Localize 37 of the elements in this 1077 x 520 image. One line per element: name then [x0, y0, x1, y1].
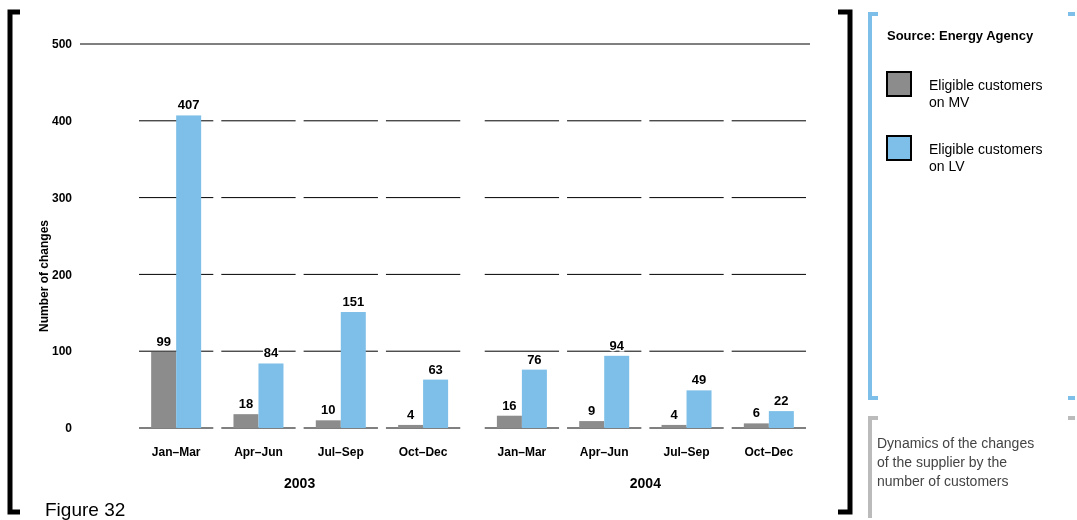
y-tick-label: 100 [51, 344, 73, 359]
y-tick-label: 400 [51, 114, 73, 128]
data-label: 63 [428, 361, 443, 377]
data-label: 99 [156, 333, 171, 349]
x-tick-label: Jan–Mar [497, 445, 547, 459]
data-label: 16 [502, 397, 517, 413]
data-label: 151 [342, 294, 365, 310]
x-tick-label: Jan–Mar [151, 445, 201, 459]
source-note: Source: Energy Agency [887, 28, 1034, 43]
x-tick-label: Apr–Jun [234, 445, 283, 459]
text: 2003 [284, 475, 316, 491]
data-label: 4 [406, 406, 415, 422]
text: 2004 [629, 475, 662, 491]
y-tick-label: 200 [51, 267, 73, 282]
data-label: 49 [691, 372, 707, 388]
caption: Figure 32 [45, 499, 126, 520]
data-label: 94 [609, 337, 625, 353]
data-label: 407 [177, 97, 200, 113]
x-tick-label: Jul–Sep [663, 445, 710, 459]
y-tick-label: 300 [51, 190, 73, 205]
legend-label: Eligible customers on MV [929, 77, 1043, 110]
data-label: 76 [527, 351, 542, 367]
x-tick-label: Apr–Jun [579, 445, 629, 459]
y-tick-label: 0 [65, 421, 73, 436]
text: Dynamics of the changes of the supplier by the number of customers [877, 435, 1035, 489]
legend-label: Eligible customers on LV [929, 141, 1043, 174]
data-label: 10 [321, 402, 336, 418]
data-label: 22 [774, 393, 789, 409]
x-tick-label: Jul–Sep [317, 445, 364, 459]
data-label: 4 [670, 406, 679, 422]
data-label: 9 [588, 403, 596, 419]
data-label: 6 [752, 405, 760, 421]
data-label: 18 [238, 396, 254, 412]
y-tick-label: 500 [51, 37, 73, 52]
x-tick-label: Oct–Dec [744, 445, 794, 459]
y-axis-title: Number of changes [37, 219, 51, 333]
x-tick-label: Oct–Dec [398, 445, 448, 459]
